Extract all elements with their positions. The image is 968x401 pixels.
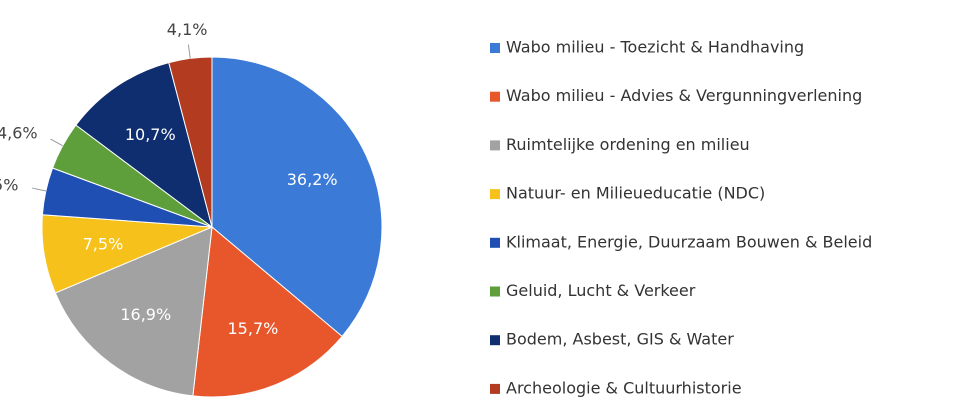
legend-label: Wabo milieu - Advies & Vergunningverleni… [506, 86, 862, 105]
legend-label: Bodem, Asbest, GIS & Water [506, 330, 734, 349]
slice-label: 16,9% [120, 305, 171, 324]
slice-label: 10,7% [125, 125, 176, 144]
legend-swatch [490, 91, 500, 102]
slice-label: 4,6% [0, 124, 38, 143]
legend-swatch [490, 140, 500, 151]
leader-line [32, 187, 46, 192]
legend-label: Wabo milieu - Toezicht & Handhaving [506, 38, 804, 57]
pie-slice [192, 226, 343, 398]
leader-line [187, 44, 191, 59]
legend-label: Geluid, Lucht & Verkeer [506, 281, 696, 300]
legend-swatch [490, 237, 500, 248]
legend-label: Archeologie & Cultuurhistorie [506, 378, 742, 397]
pie-slice [211, 56, 383, 338]
legend-swatch [490, 43, 500, 53]
leader-line [50, 138, 63, 147]
legend-swatch [490, 189, 500, 200]
slice-label: 7,5% [83, 234, 124, 253]
legend-label: Ruimtelijke ordening en milieu [506, 135, 750, 154]
legend-swatch [490, 286, 500, 297]
legend-swatch [490, 335, 500, 346]
pie-slice [168, 56, 213, 228]
legend-swatch [490, 383, 500, 394]
legend-label: Natuur- en Milieueducatie (NDC) [506, 184, 765, 203]
pie-slice [54, 226, 213, 397]
slice-label: 36,2% [287, 170, 338, 189]
legend-label: Klimaat, Energie, Duurzaam Bouwen & Bele… [506, 232, 872, 251]
slice-label: 15,7% [228, 319, 279, 338]
slice-label: 4,5% [0, 175, 18, 194]
pie-slice [75, 61, 213, 229]
slice-label: 4,1% [167, 20, 208, 39]
